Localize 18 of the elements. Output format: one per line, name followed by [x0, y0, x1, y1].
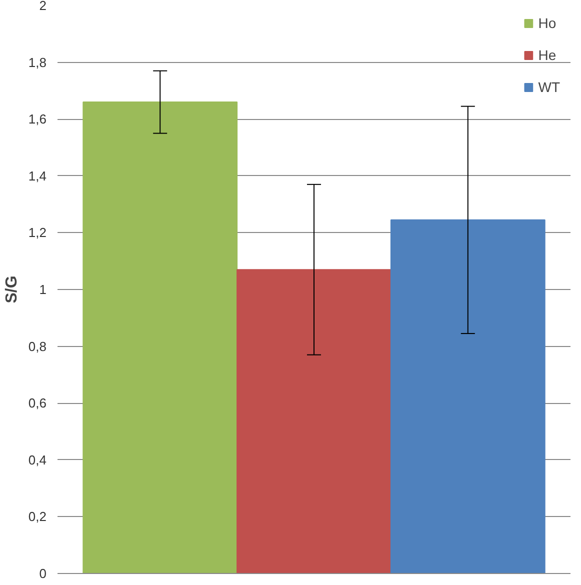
- y-tick-label: 1,6: [28, 112, 47, 127]
- bar: [236, 269, 392, 574]
- y-tick-label: 0,2: [28, 509, 47, 524]
- legend-label: WT: [538, 79, 560, 95]
- y-tick-label: 0,6: [28, 396, 47, 411]
- y-tick-label: 1: [39, 282, 47, 297]
- y-tick-label: 0,8: [28, 338, 47, 354]
- bar: [390, 219, 546, 574]
- y-axis-title: S/G: [3, 276, 20, 304]
- y-tick-label: 1,2: [28, 225, 47, 240]
- bar: [82, 102, 238, 574]
- legend-label: Ho: [538, 15, 558, 31]
- y-tick-label: 2: [39, 0, 47, 13]
- legend-label: He: [538, 47, 558, 63]
- y-tick-label: 0: [39, 566, 47, 581]
- y-tick-label: 0,4: [28, 452, 47, 468]
- y-tick-label: 1,4: [28, 168, 47, 184]
- y-tick-label: 1,8: [28, 54, 47, 70]
